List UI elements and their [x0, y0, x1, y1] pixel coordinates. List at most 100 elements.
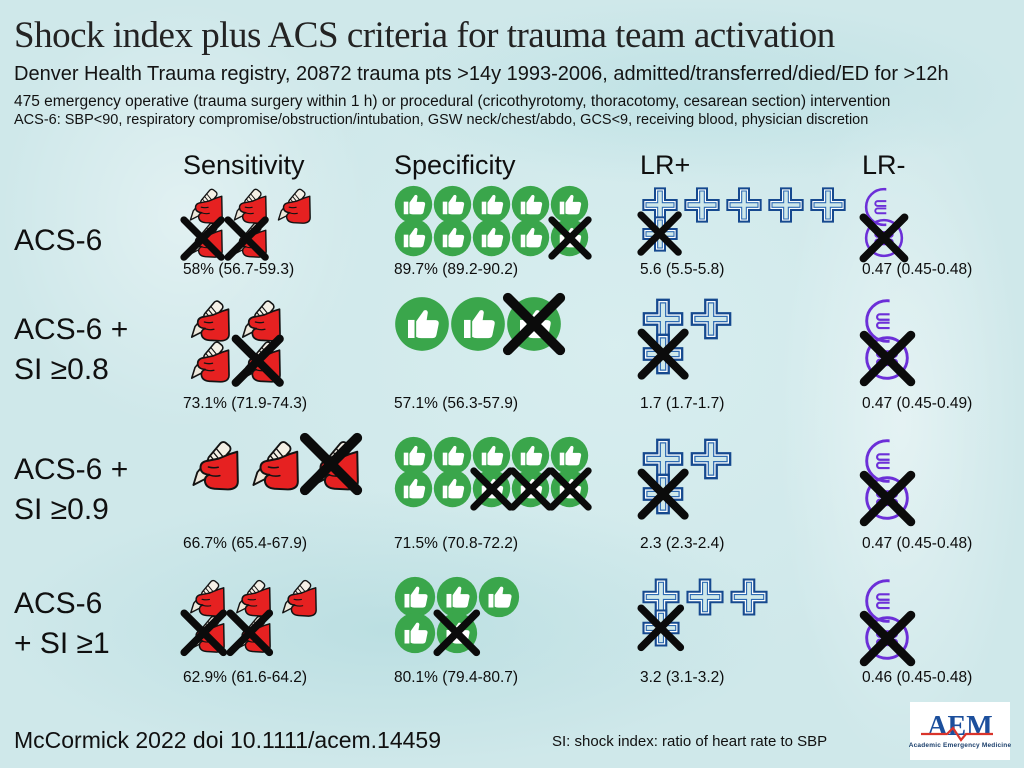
- icon-line: [183, 219, 267, 259]
- thumbs-up-icon-crossed: [550, 218, 589, 257]
- row-label-line: SI ≥0.9: [14, 493, 109, 526]
- icon-array: [183, 296, 281, 393]
- cross-out-x-icon: [858, 212, 910, 264]
- cell-lr-plus: 2.3 (2.3-2.4): [640, 436, 855, 553]
- icon-array: [394, 576, 520, 667]
- thumbs-up-icon-crossed: [550, 469, 589, 508]
- scalpel-hand-icon-crossed: [229, 612, 271, 654]
- icon-array: [640, 296, 734, 393]
- metric-value: 1.7 (1.7-1.7): [640, 395, 725, 412]
- metric-value: 0.47 (0.45-0.49): [862, 395, 973, 412]
- thumbs-up-icon: [450, 296, 506, 352]
- metric-value: 5.6 (5.5-5.8): [640, 261, 725, 278]
- thumbs-up-icon: [394, 469, 433, 508]
- column-header-specificity: Specificity: [394, 150, 516, 180]
- row-label: ACS-6 + SI ≥0.9: [14, 450, 128, 530]
- cross-out-x-icon: [636, 210, 683, 257]
- cross-out-x-icon: [223, 215, 270, 262]
- icon-line: [183, 612, 271, 654]
- cross-out-x-icon: [547, 466, 593, 512]
- cell-specificity: 89.7% (89.2-90.2): [394, 185, 609, 279]
- metric-value: 89.7% (89.2-90.2): [394, 261, 519, 278]
- metric-value: 0.47 (0.45-0.48): [862, 535, 973, 552]
- cell-specificity: 71.5% (70.8-72.2): [394, 436, 609, 553]
- icon-line: [394, 612, 478, 654]
- scalpel-hand-icon-crossed: [183, 219, 223, 259]
- plus-cross-icon-crossed: [640, 331, 686, 377]
- icon-array: [394, 436, 589, 533]
- criteria-row-acs6: ACS-6 58% (56.7-59.3) 89.7% (89.2-90.2) …: [0, 185, 1024, 300]
- metric-value: 66.7% (65.4-67.9): [183, 535, 308, 552]
- criteria-row-acs6-si09: ACS-6 + SI ≥0.9 66.7% (65.4-67.9) 71.5% (…: [0, 436, 1024, 553]
- row-label-line: + SI ≥1: [14, 627, 110, 660]
- row-label: ACS-6 + SI ≥0.8: [14, 310, 128, 390]
- aem-journal-logo: AEM Academic Emergency Medicine: [908, 702, 1012, 760]
- icon-line: [640, 607, 682, 649]
- icon-line: [862, 473, 912, 523]
- thumbs-up-icon-crossed: [472, 469, 511, 508]
- icon-line: [640, 214, 680, 254]
- metric-value: 62.9% (61.6-64.2): [183, 669, 308, 686]
- icon-array: [640, 185, 848, 259]
- thumbs-up-icon: [433, 218, 472, 257]
- thumbs-up-icon: [511, 218, 550, 257]
- cell-specificity: 57.1% (56.3-57.9): [394, 296, 609, 413]
- row-label: ACS-6 + SI ≥1: [14, 584, 110, 664]
- cross-out-x-icon: [636, 603, 686, 653]
- metric-value: 80.1% (79.4-80.7): [394, 669, 519, 686]
- plus-cross-icon: [724, 185, 764, 225]
- icon-array: [640, 436, 734, 533]
- thumbs-up-icon-crossed: [511, 469, 550, 508]
- plus-cross-icon: [808, 185, 848, 225]
- row-label-line: ACS-6 +: [14, 453, 129, 486]
- plus-cross-icon: [766, 185, 806, 225]
- scalpel-hand-icon: [183, 296, 230, 343]
- icon-array: [394, 185, 589, 259]
- metric-value: 0.47 (0.45-0.48): [862, 261, 973, 278]
- column-header-lr-minus: LR-: [862, 150, 906, 180]
- scalpel-hand-icon: [183, 436, 239, 492]
- cell-lr-minus: 0.46 (0.45-0.48): [862, 576, 1024, 687]
- scalpel-hand-icon-crossed: [303, 436, 359, 492]
- criteria-row-acs6-si1: ACS-6 + SI ≥1 62.9% (61.6-64.2) 80.1% (79…: [0, 576, 1024, 691]
- scalpel-hand-icon: [243, 436, 299, 492]
- cell-lr-plus: 1.7 (1.7-1.7): [640, 296, 855, 413]
- thumbs-up-icon: [394, 612, 436, 654]
- aem-logo-caption: Academic Emergency Medicine: [908, 742, 1012, 749]
- cross-out-x-icon: [501, 291, 567, 357]
- cross-out-x-icon: [636, 327, 690, 381]
- criteria-row-acs6-si08: ACS-6 + SI ≥0.8 73.1% (71.9-74.3) 57.1% (…: [0, 296, 1024, 413]
- metric-value: 73.1% (71.9-74.3): [183, 395, 308, 412]
- cell-specificity: 80.1% (79.4-80.7): [394, 576, 609, 687]
- cross-out-x-icon: [636, 467, 690, 521]
- plus-cross-icon: [688, 436, 734, 482]
- icon-line: [394, 218, 589, 257]
- icon-array: [862, 436, 912, 533]
- icon-line: [394, 296, 562, 352]
- scalpel-hand-icon: [183, 337, 230, 384]
- scalpel-hand-icon-crossed: [183, 612, 225, 654]
- thumbs-up-icon: [478, 576, 520, 618]
- cell-sensitivity: 66.7% (65.4-67.9): [183, 436, 398, 553]
- scalpel-hand-icon: [271, 185, 311, 225]
- metric-value: 3.2 (3.1-3.2): [640, 669, 725, 686]
- plus-cross-icon: [728, 576, 770, 618]
- si-definition: SI: shock index: ratio of heart rate to …: [552, 733, 828, 750]
- icon-line: [183, 436, 359, 492]
- cross-out-x-icon: [225, 608, 275, 658]
- icon-array: [862, 576, 912, 667]
- icon-line: [394, 469, 589, 508]
- cell-lr-plus: 5.6 (5.5-5.8): [640, 185, 855, 279]
- scalpel-hand-icon-crossed: [227, 219, 267, 259]
- cross-out-x-icon: [858, 609, 917, 668]
- icon-line: [862, 216, 906, 260]
- metric-value: 71.5% (70.8-72.2): [394, 535, 519, 552]
- icon-array: [862, 296, 912, 393]
- cell-sensitivity: 62.9% (61.6-64.2): [183, 576, 398, 687]
- cell-lr-minus: 0.47 (0.45-0.48): [862, 436, 1024, 553]
- scalpel-hand-icon-crossed: [234, 337, 281, 384]
- plus-cross-icon: [684, 576, 726, 618]
- row-label-line: ACS-6: [14, 224, 103, 257]
- study-subtitle: Denver Health Trauma registry, 20872 tra…: [14, 63, 949, 85]
